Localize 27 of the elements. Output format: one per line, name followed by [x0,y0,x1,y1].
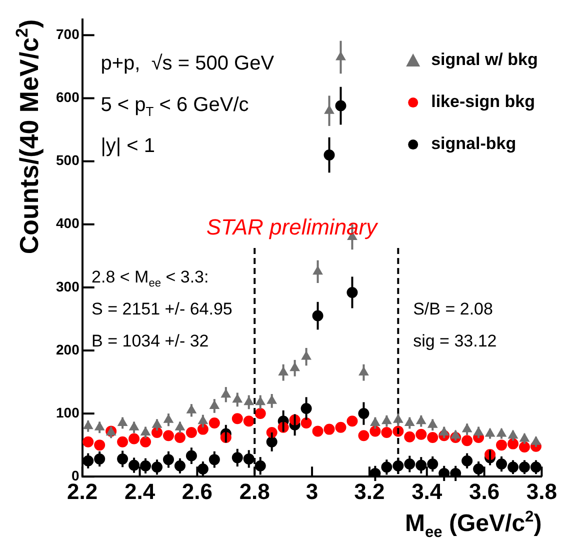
x-tick-label: 3.4 [412,478,443,504]
legend-label: like-sign bkg [431,92,536,112]
x-tick-label: 3 [306,478,318,504]
annotation: p+p, √s = 500 GeV [100,52,275,75]
y-tick-label: 200 [56,341,80,358]
legend-label: signal w/ bkg [431,50,538,70]
x-tick-label: 2.8 [239,478,270,504]
x-tick-label: 2.6 [182,478,212,504]
annotation: S = 2151 +/- 64.95 [92,299,232,318]
y-axis-title: Counts/(40 MeV/c2) [12,19,44,254]
y-tick-label: 700 [56,26,80,42]
x-tick-label: 3.8 [526,478,558,504]
y-tick-label: 100 [56,404,80,420]
y-tick-label: 0 [72,467,80,484]
y-tick-label: 600 [56,89,80,106]
annotation: B = 1034 +/- 32 [92,331,209,350]
annotation: STAR preliminary [206,214,380,240]
y-tick-label: 400 [56,215,80,232]
legend-label: signal-bkg [431,134,516,154]
x-tick-label: 3.6 [468,478,500,504]
annotation: |y| < 1 [100,134,156,157]
y-tick-label: 500 [56,152,80,168]
x-tick-label: 2.4 [124,478,156,504]
x-tick-label: 3.2 [354,478,385,504]
y-tick-label: 300 [56,278,80,294]
annotation: sig = 33.12 [413,331,497,350]
annotation: S/B = 2.08 [413,299,493,318]
